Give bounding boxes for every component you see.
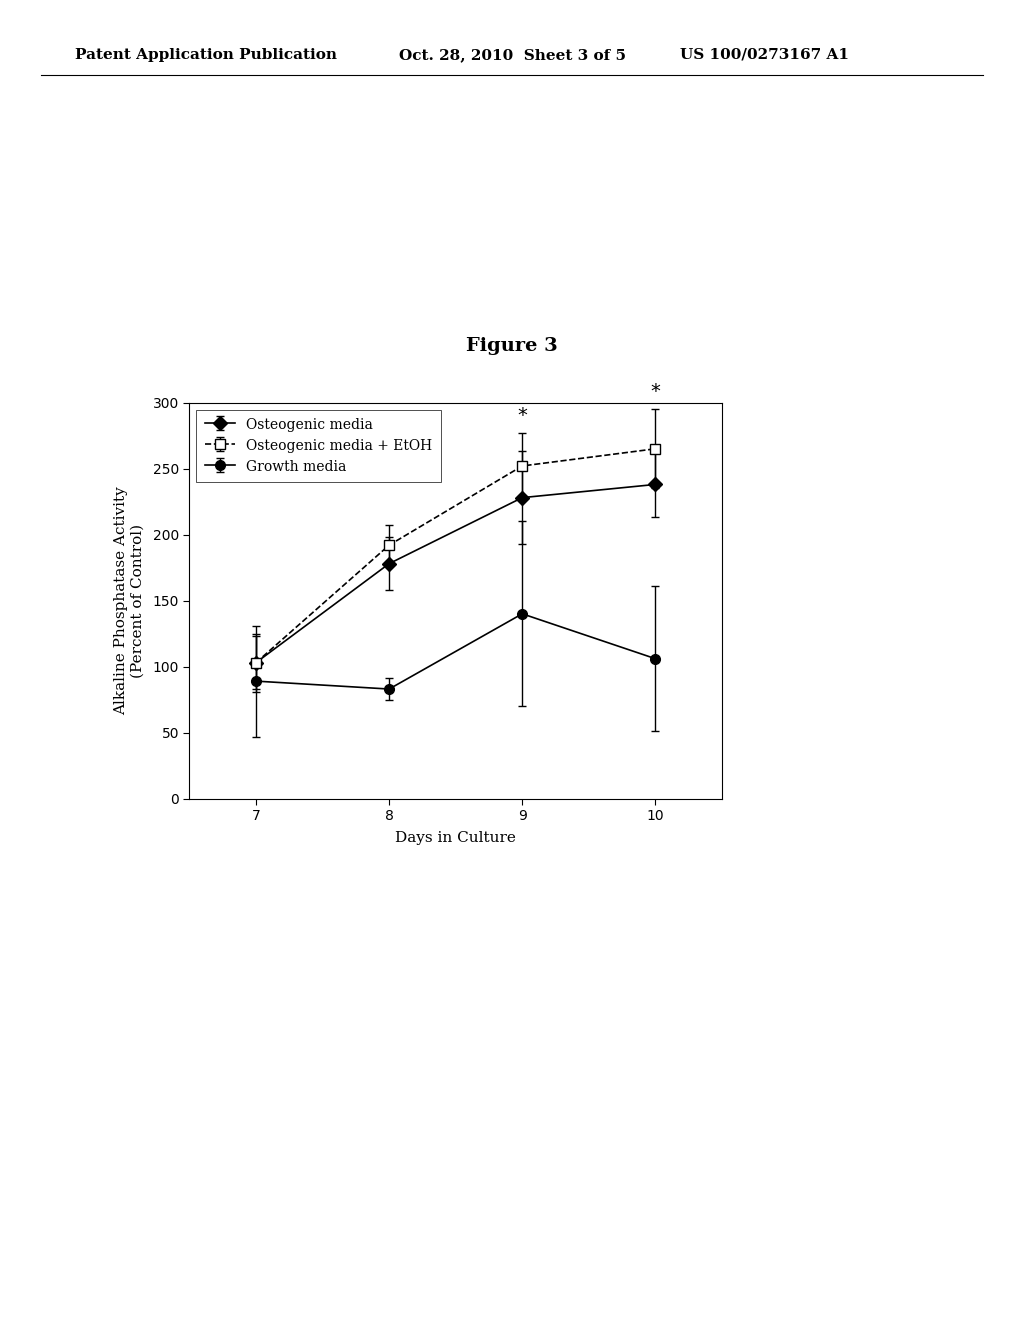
Text: *: * (517, 407, 527, 425)
Legend: Osteogenic media, Osteogenic media + EtOH, Growth media: Osteogenic media, Osteogenic media + EtO… (197, 409, 441, 482)
Text: *: * (650, 383, 660, 401)
Text: US 100/0273167 A1: US 100/0273167 A1 (680, 48, 849, 62)
X-axis label: Days in Culture: Days in Culture (395, 832, 516, 845)
Text: Figure 3: Figure 3 (466, 337, 558, 355)
Text: Patent Application Publication: Patent Application Publication (75, 48, 337, 62)
Y-axis label: Alkaline Phosphatase Activity
(Percent of Control): Alkaline Phosphatase Activity (Percent o… (114, 486, 144, 715)
Text: Oct. 28, 2010  Sheet 3 of 5: Oct. 28, 2010 Sheet 3 of 5 (399, 48, 627, 62)
